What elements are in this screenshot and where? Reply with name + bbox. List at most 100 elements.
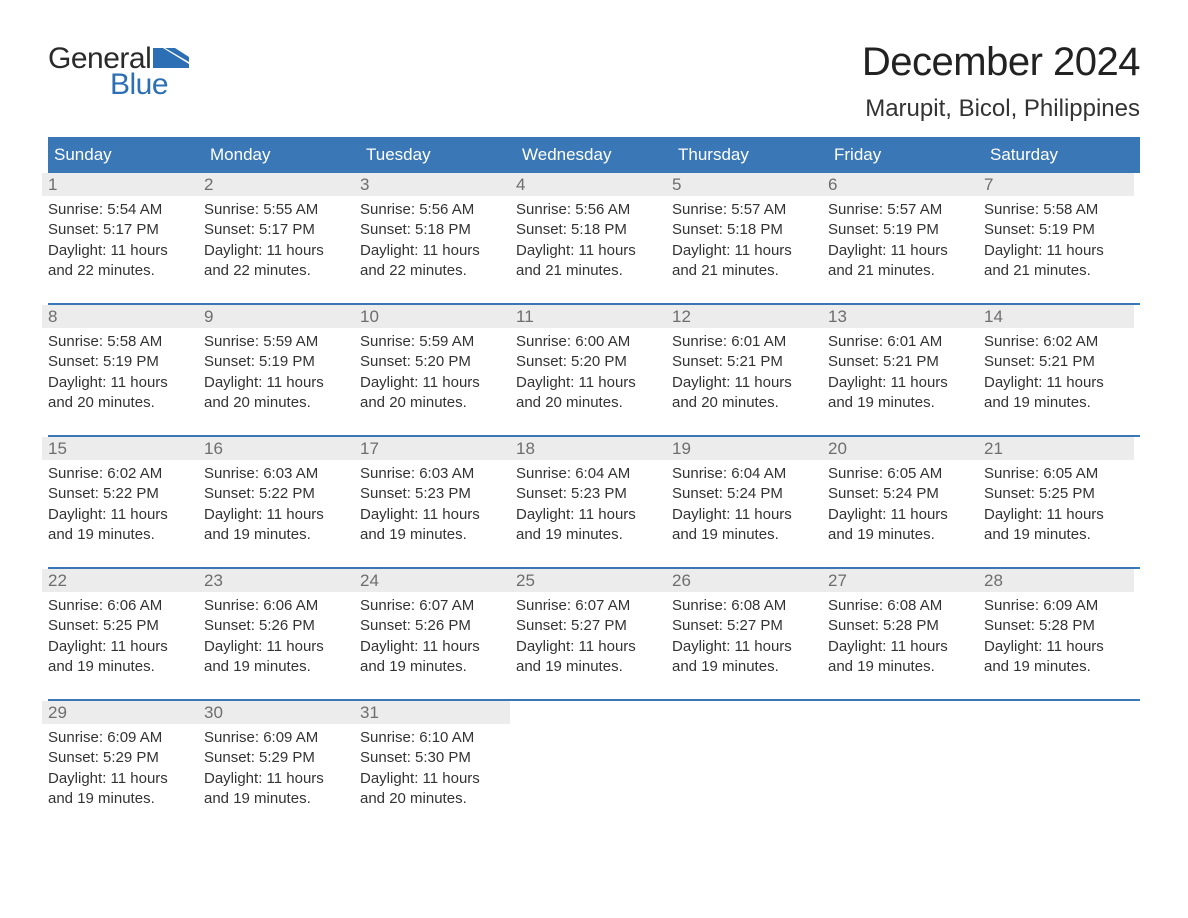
day-line-daylight1: Daylight: 11 hours [828, 241, 972, 261]
day-line-sunrise: Sunrise: 5:54 AM [48, 200, 192, 220]
day-number-row: 20 [822, 437, 978, 460]
day-line-sunset: Sunset: 5:27 PM [672, 616, 816, 636]
day-line-daylight2: and 21 minutes. [672, 261, 816, 281]
day-number-row [978, 701, 1134, 704]
day-number: 24 [360, 571, 379, 590]
day-line-sunset: Sunset: 5:21 PM [984, 352, 1128, 372]
day-number-row [510, 701, 666, 704]
day-number-row: 12 [666, 305, 822, 328]
calendar-day: 26Sunrise: 6:08 AMSunset: 5:27 PMDayligh… [672, 569, 828, 685]
day-line-daylight1: Daylight: 11 hours [672, 505, 816, 525]
day-line-daylight2: and 19 minutes. [48, 789, 192, 809]
day-content: Sunrise: 5:56 AMSunset: 5:18 PMDaylight:… [510, 196, 666, 281]
day-line-daylight2: and 19 minutes. [828, 657, 972, 677]
day-line-daylight1: Daylight: 11 hours [828, 373, 972, 393]
day-number: 25 [516, 571, 535, 590]
day-number-row: 1 [42, 173, 198, 196]
calendar-day: 15Sunrise: 6:02 AMSunset: 5:22 PMDayligh… [48, 437, 204, 553]
brand-logo: General Blue [48, 44, 189, 100]
day-line-daylight1: Daylight: 11 hours [204, 505, 348, 525]
day-line-sunrise: Sunrise: 5:58 AM [48, 332, 192, 352]
day-line-sunset: Sunset: 5:19 PM [204, 352, 348, 372]
day-number-row: 2 [198, 173, 354, 196]
day-line-daylight2: and 22 minutes. [204, 261, 348, 281]
day-line-sunrise: Sunrise: 6:04 AM [672, 464, 816, 484]
day-number-row: 13 [822, 305, 978, 328]
day-line-sunset: Sunset: 5:27 PM [516, 616, 660, 636]
calendar-week: 15Sunrise: 6:02 AMSunset: 5:22 PMDayligh… [48, 435, 1140, 553]
day-number: 21 [984, 439, 1003, 458]
day-content: Sunrise: 5:56 AMSunset: 5:18 PMDaylight:… [354, 196, 510, 281]
day-line-daylight2: and 20 minutes. [672, 393, 816, 413]
day-content: Sunrise: 5:59 AMSunset: 5:20 PMDaylight:… [354, 328, 510, 413]
day-number: 22 [48, 571, 67, 590]
day-line-daylight2: and 20 minutes. [204, 393, 348, 413]
day-number: 9 [204, 307, 213, 326]
calendar-day: 17Sunrise: 6:03 AMSunset: 5:23 PMDayligh… [360, 437, 516, 553]
day-line-sunset: Sunset: 5:18 PM [360, 220, 504, 240]
day-content: Sunrise: 6:08 AMSunset: 5:28 PMDaylight:… [822, 592, 978, 677]
day-number: 15 [48, 439, 67, 458]
day-line-daylight1: Daylight: 11 hours [984, 241, 1128, 261]
day-line-sunset: Sunset: 5:23 PM [360, 484, 504, 504]
day-line-sunrise: Sunrise: 6:08 AM [672, 596, 816, 616]
day-line-daylight1: Daylight: 11 hours [204, 769, 348, 789]
day-line-sunset: Sunset: 5:26 PM [204, 616, 348, 636]
day-line-daylight2: and 19 minutes. [204, 525, 348, 545]
calendar-day: 28Sunrise: 6:09 AMSunset: 5:28 PMDayligh… [984, 569, 1140, 685]
day-line-sunset: Sunset: 5:23 PM [516, 484, 660, 504]
day-line-daylight1: Daylight: 11 hours [360, 373, 504, 393]
day-line-sunrise: Sunrise: 6:00 AM [516, 332, 660, 352]
day-line-sunset: Sunset: 5:19 PM [828, 220, 972, 240]
day-number: 18 [516, 439, 535, 458]
day-line-daylight1: Daylight: 11 hours [672, 637, 816, 657]
day-number: 2 [204, 175, 213, 194]
day-content: Sunrise: 5:57 AMSunset: 5:18 PMDaylight:… [666, 196, 822, 281]
day-number: 14 [984, 307, 1003, 326]
day-line-daylight2: and 20 minutes. [516, 393, 660, 413]
day-number: 10 [360, 307, 379, 326]
day-line-daylight2: and 19 minutes. [204, 657, 348, 677]
day-number-row: 21 [978, 437, 1134, 460]
day-line-sunrise: Sunrise: 6:10 AM [360, 728, 504, 748]
weekday-header-row: SundayMondayTuesdayWednesdayThursdayFrid… [48, 137, 1140, 171]
calendar-day: 7Sunrise: 5:58 AMSunset: 5:19 PMDaylight… [984, 173, 1140, 289]
day-line-daylight2: and 22 minutes. [48, 261, 192, 281]
day-number-row: 8 [42, 305, 198, 328]
day-line-daylight2: and 19 minutes. [48, 525, 192, 545]
day-line-sunrise: Sunrise: 5:55 AM [204, 200, 348, 220]
day-line-sunrise: Sunrise: 6:03 AM [360, 464, 504, 484]
day-line-sunrise: Sunrise: 5:57 AM [828, 200, 972, 220]
calendar-day: 10Sunrise: 5:59 AMSunset: 5:20 PMDayligh… [360, 305, 516, 421]
day-content: Sunrise: 6:02 AMSunset: 5:22 PMDaylight:… [42, 460, 198, 545]
day-content: Sunrise: 6:01 AMSunset: 5:21 PMDaylight:… [666, 328, 822, 413]
day-line-sunrise: Sunrise: 5:56 AM [516, 200, 660, 220]
day-number: 28 [984, 571, 1003, 590]
day-line-daylight1: Daylight: 11 hours [828, 505, 972, 525]
day-number: 1 [48, 175, 57, 194]
day-number-row: 11 [510, 305, 666, 328]
calendar-day: 29Sunrise: 6:09 AMSunset: 5:29 PMDayligh… [48, 701, 204, 817]
day-line-daylight2: and 19 minutes. [984, 525, 1128, 545]
day-line-sunset: Sunset: 5:25 PM [48, 616, 192, 636]
calendar-day [672, 701, 828, 817]
day-line-daylight1: Daylight: 11 hours [360, 637, 504, 657]
logo-text-blue: Blue [110, 70, 189, 100]
day-line-daylight1: Daylight: 11 hours [984, 637, 1128, 657]
calendar-day [984, 701, 1140, 817]
day-content: Sunrise: 6:02 AMSunset: 5:21 PMDaylight:… [978, 328, 1134, 413]
calendar-day: 2Sunrise: 5:55 AMSunset: 5:17 PMDaylight… [204, 173, 360, 289]
day-line-sunset: Sunset: 5:18 PM [672, 220, 816, 240]
day-content: Sunrise: 6:09 AMSunset: 5:29 PMDaylight:… [42, 724, 198, 809]
day-content: Sunrise: 5:59 AMSunset: 5:19 PMDaylight:… [198, 328, 354, 413]
day-line-daylight2: and 19 minutes. [516, 525, 660, 545]
day-number-row: 17 [354, 437, 510, 460]
day-number: 27 [828, 571, 847, 590]
day-number: 23 [204, 571, 223, 590]
day-line-daylight2: and 20 minutes. [48, 393, 192, 413]
calendar-week: 8Sunrise: 5:58 AMSunset: 5:19 PMDaylight… [48, 303, 1140, 421]
day-number-row: 31 [354, 701, 510, 724]
day-line-sunrise: Sunrise: 5:56 AM [360, 200, 504, 220]
day-content: Sunrise: 6:01 AMSunset: 5:21 PMDaylight:… [822, 328, 978, 413]
day-number: 31 [360, 703, 379, 722]
